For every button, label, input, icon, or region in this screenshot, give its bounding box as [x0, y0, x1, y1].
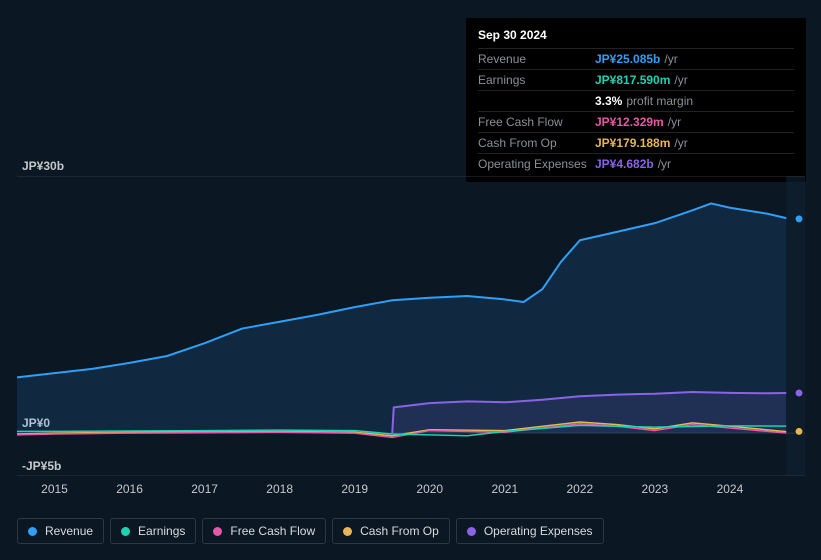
chart-legend: Revenue Earnings Free Cash Flow Cash From O… [17, 518, 604, 544]
tooltip-date: Sep 30 2024 [478, 28, 794, 42]
tooltip-row-unit: /yr [664, 52, 677, 66]
legend-swatch-icon [343, 527, 352, 536]
x-axis-tick-label: 2017 [191, 482, 218, 496]
legend-label: Revenue [45, 524, 93, 538]
tooltip-row-label: Free Cash Flow [478, 115, 595, 129]
tooltip-row-value: JP¥179.188m [595, 136, 670, 150]
x-axis-tick-label: 2019 [341, 482, 368, 496]
legend-swatch-icon [213, 527, 222, 536]
tooltip-row-label: Operating Expenses [478, 157, 595, 171]
tooltip-row-unit: /yr [668, 115, 681, 129]
x-axis: 2015 2016 2017 2018 2019 2020 2021 2022 2023 2024 [17, 482, 805, 502]
x-axis-tick-label: 2020 [416, 482, 443, 496]
tooltip-row-label: Earnings [478, 73, 595, 87]
legend-swatch-icon [467, 527, 476, 536]
x-axis-tick-label: 2018 [266, 482, 293, 496]
tooltip-row-label: Cash From Op [478, 136, 595, 150]
chart-tooltip: Sep 30 2024 RevenueJP¥25.085b/yrEarnings… [466, 18, 806, 182]
legend-swatch-icon [121, 527, 130, 536]
tooltip-row-unit: /yr [658, 157, 671, 171]
tooltip-row-value: JP¥4.682b [595, 157, 654, 171]
legend-item[interactable]: Cash From Op [332, 518, 450, 544]
tooltip-row-unit: profit margin [626, 94, 693, 108]
x-axis-tick-label: 2021 [491, 482, 518, 496]
tooltip-row: Free Cash FlowJP¥12.329m/yr [478, 111, 794, 132]
legend-item[interactable]: Revenue [17, 518, 104, 544]
legend-item[interactable]: Earnings [110, 518, 196, 544]
financials-chart [17, 176, 805, 476]
legend-item[interactable]: Operating Expenses [456, 518, 604, 544]
legend-label: Free Cash Flow [230, 524, 315, 538]
x-axis-tick-label: 2023 [642, 482, 669, 496]
tooltip-row-unit: /yr [674, 73, 687, 87]
legend-item[interactable]: Free Cash Flow [202, 518, 326, 544]
tooltip-row: Cash From OpJP¥179.188m/yr [478, 132, 794, 153]
legend-label: Operating Expenses [484, 524, 593, 538]
tooltip-row: EarningsJP¥817.590m/yr [478, 69, 794, 90]
x-axis-tick-label: 2016 [116, 482, 143, 496]
legend-label: Cash From Op [360, 524, 439, 538]
y-axis-tick-label: JP¥30b [22, 159, 64, 173]
x-axis-tick-label: 2024 [717, 482, 744, 496]
tooltip-row-label: Revenue [478, 52, 595, 66]
tooltip-row: Operating ExpensesJP¥4.682b/yr [478, 153, 794, 174]
tooltip-row-value: JP¥12.329m [595, 115, 664, 129]
tooltip-row-value: JP¥25.085b [595, 52, 660, 66]
tooltip-row: RevenueJP¥25.085b/yr [478, 48, 794, 69]
legend-label: Earnings [138, 524, 185, 538]
x-axis-tick-label: 2015 [41, 482, 68, 496]
legend-swatch-icon [28, 527, 37, 536]
tooltip-row-value: 3.3% [595, 94, 622, 108]
x-axis-tick-label: 2022 [566, 482, 593, 496]
tooltip-row-value: JP¥817.590m [595, 73, 670, 87]
tooltip-row-unit: /yr [674, 136, 687, 150]
tooltip-row: 3.3% profit margin [478, 90, 794, 111]
